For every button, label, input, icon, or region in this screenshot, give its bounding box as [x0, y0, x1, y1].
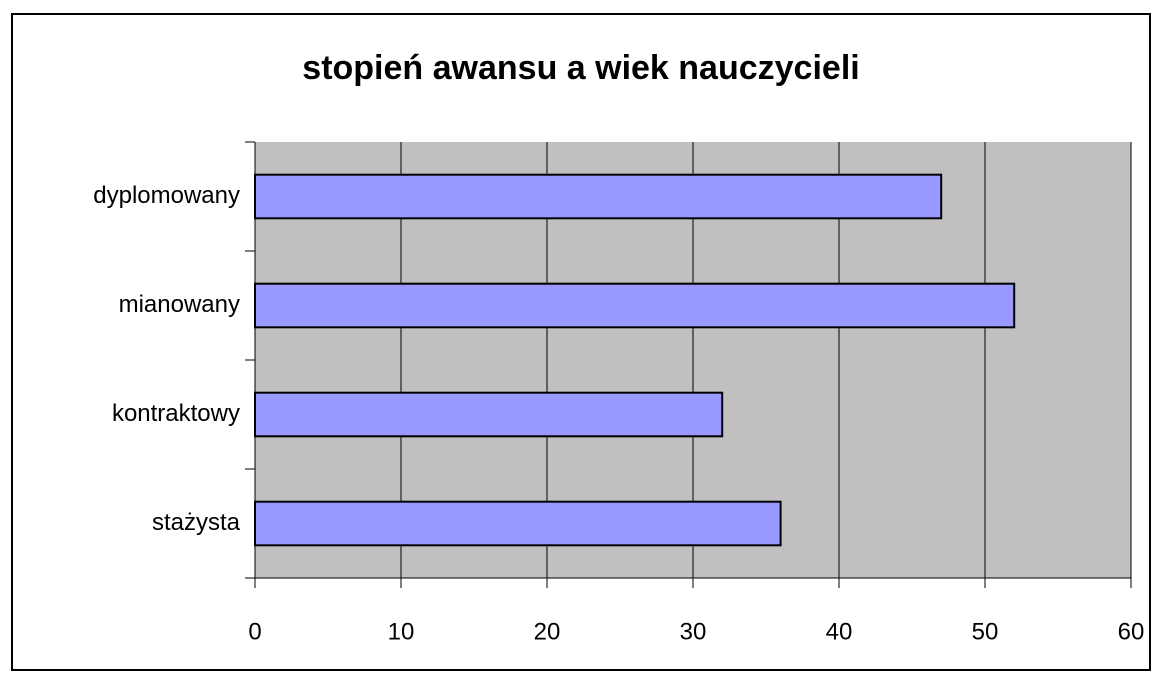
x-tick-label: 30 [680, 618, 707, 645]
y-tick-label: dyplomowany [93, 182, 240, 209]
x-tick-label: 40 [826, 618, 853, 645]
y-tick-label: stażysta [152, 509, 241, 536]
y-tick-label: kontraktowy [112, 400, 240, 427]
x-tick-label: 20 [534, 618, 561, 645]
bar [254, 391, 724, 438]
x-tick-label: 10 [388, 618, 415, 645]
chart-title: stopień awansu a wiek nauczycieli [302, 49, 859, 87]
bar [254, 282, 1016, 329]
x-tick-label: 0 [248, 618, 261, 645]
x-tick-label: 50 [972, 618, 999, 645]
bar [254, 173, 943, 220]
y-tick-label: mianowany [119, 291, 240, 318]
bar [254, 500, 782, 547]
x-tick-label: 60 [1118, 618, 1145, 645]
